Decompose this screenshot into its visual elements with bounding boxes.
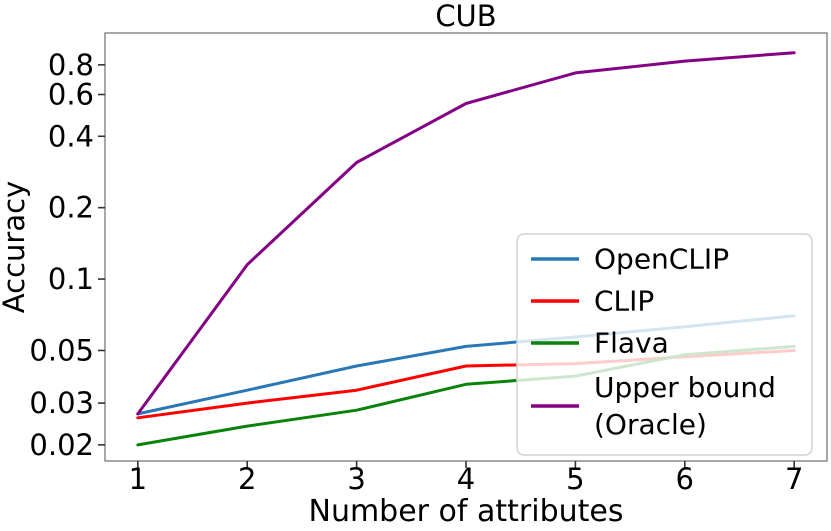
- y-tick-label: 0.05: [29, 333, 94, 367]
- legend-entry-openclip: OpenCLIP: [531, 243, 729, 276]
- x-tick-label: 1: [129, 462, 147, 496]
- legend-box: [516, 233, 813, 456]
- x-tick-label: 7: [785, 462, 803, 496]
- x-tick-label: 6: [676, 462, 694, 496]
- legend-entry-upper-bound-oracle-: Upper bound (Oracle): [531, 371, 776, 441]
- y-tick-label: 0.6: [48, 77, 94, 111]
- y-axis-label: Accuracy: [0, 181, 31, 313]
- x-tick-label: 2: [238, 462, 256, 496]
- legend-label: CLIP: [594, 285, 654, 318]
- legend-label: Upper bound: [594, 371, 776, 404]
- y-tick-label: 0.1: [48, 262, 94, 296]
- x-tick-label: 3: [347, 462, 365, 496]
- y-tick-label: 0.4: [48, 119, 94, 153]
- legend-label: OpenCLIP: [594, 243, 729, 276]
- chart-title: CUB: [435, 0, 496, 33]
- legend-entry-clip: CLIP: [531, 285, 654, 318]
- x-tick-label: 5: [566, 462, 584, 496]
- y-tick-label: 0.2: [48, 191, 94, 225]
- legend-label: Flava: [594, 327, 669, 360]
- y-tick-label: 0.03: [29, 386, 94, 420]
- y-tick-label: 0.8: [48, 48, 94, 82]
- x-tick-label: 4: [457, 462, 475, 496]
- x-axis-label: Number of attributes: [309, 494, 624, 529]
- axes: 0.80.6 0.4 0.2 0.1 0.05 0.03 0.02 1 2 3 4 5 6 7: [29, 32, 828, 496]
- legend-label: (Oracle): [594, 408, 707, 441]
- series-line-upper-bound-oracle-: [136, 51, 796, 416]
- legend: OpenCLIP CLIP Flava Upper bound (Oracle): [516, 233, 813, 456]
- y-tick-label: 0.02: [29, 428, 94, 462]
- legend-entry-flava: Flava: [531, 327, 669, 360]
